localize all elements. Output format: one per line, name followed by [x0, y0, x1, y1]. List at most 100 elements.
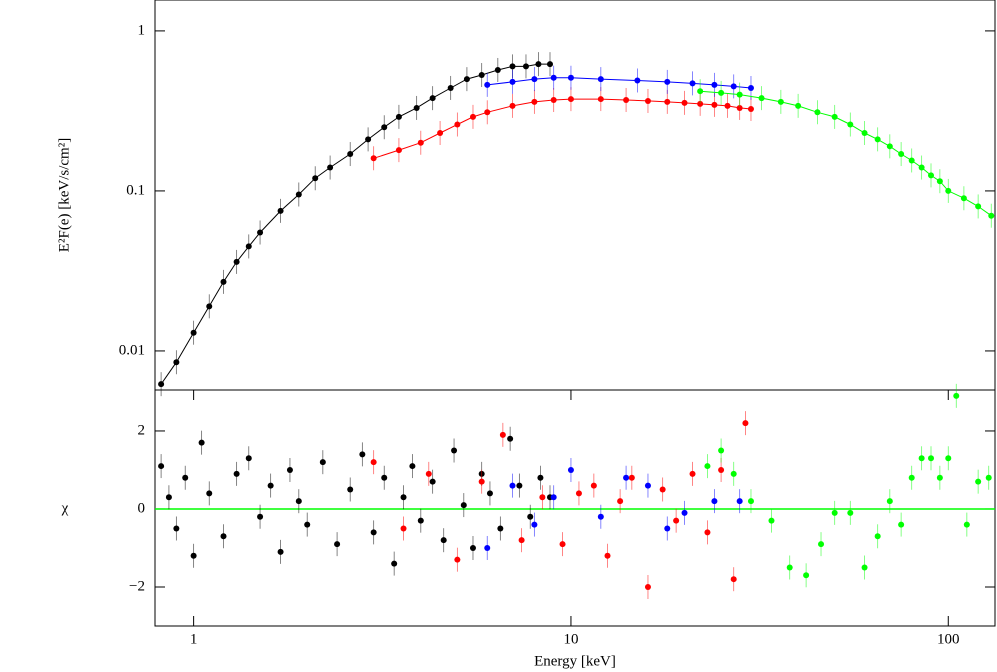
data-point — [527, 513, 534, 520]
data-point — [522, 63, 529, 70]
data-point — [697, 100, 704, 107]
data-point — [182, 474, 189, 481]
data-point — [736, 104, 743, 111]
data-point — [747, 498, 754, 505]
data-point — [347, 486, 354, 493]
data-point — [730, 470, 737, 477]
data-point — [417, 517, 424, 524]
data-point — [429, 478, 436, 485]
data-point — [484, 109, 491, 116]
data-point — [874, 136, 881, 143]
data-point — [623, 474, 630, 481]
data-point — [381, 124, 388, 131]
data-point — [469, 544, 476, 551]
data-point — [370, 459, 377, 466]
data-point — [689, 80, 696, 87]
y-axis-label: χ — [61, 500, 69, 516]
data-point — [509, 78, 516, 85]
data-point — [628, 474, 635, 481]
data-point — [644, 97, 651, 104]
data-point — [975, 478, 982, 485]
data-point — [400, 494, 407, 501]
data-point — [206, 303, 213, 310]
data-point — [347, 151, 354, 158]
data-point — [718, 447, 725, 454]
data-point — [567, 96, 574, 103]
data-point — [425, 470, 432, 477]
data-point — [245, 455, 252, 462]
data-point — [963, 521, 970, 528]
data-point — [730, 83, 737, 90]
data-point — [786, 564, 793, 571]
data-point — [898, 151, 905, 158]
data-point — [233, 258, 240, 265]
data-point — [531, 76, 538, 83]
data-point — [395, 113, 402, 120]
data-point — [711, 81, 718, 88]
data-point — [681, 509, 688, 516]
data-point — [908, 157, 915, 164]
data-point — [509, 63, 516, 70]
data-point — [861, 564, 868, 571]
data-point — [953, 392, 960, 399]
data-point — [704, 463, 711, 470]
data-point — [257, 229, 264, 236]
data-point — [659, 486, 666, 493]
data-point — [736, 91, 743, 98]
data-point — [469, 113, 476, 120]
data-point — [918, 164, 925, 171]
data-point — [206, 490, 213, 497]
data-point — [634, 77, 641, 84]
data-point — [550, 74, 557, 81]
data-point — [312, 175, 319, 182]
data-point — [758, 95, 765, 102]
data-point — [689, 470, 696, 477]
x-tick-label: 1 — [190, 631, 198, 647]
data-point — [484, 81, 491, 88]
model-line — [487, 77, 752, 89]
y-tick-label: 1 — [138, 22, 146, 38]
x-tick-label: 100 — [937, 631, 960, 647]
data-point — [494, 66, 501, 73]
data-point — [818, 541, 825, 548]
data-point — [158, 381, 165, 388]
data-point — [286, 466, 293, 473]
data-point — [370, 529, 377, 536]
data-point — [437, 130, 444, 137]
data-point — [365, 136, 372, 143]
data-point — [245, 243, 252, 250]
data-point — [777, 98, 784, 105]
data-point — [874, 533, 881, 540]
data-point — [535, 61, 542, 68]
y-axis-label: E²F(e) [keV/s/cm²] — [56, 138, 72, 252]
data-point — [936, 178, 943, 185]
data-point — [988, 212, 995, 219]
data-point — [803, 572, 810, 579]
data-point — [623, 96, 630, 103]
data-point — [718, 466, 725, 473]
data-point — [550, 494, 557, 501]
data-point — [478, 72, 485, 79]
data-point — [173, 525, 180, 532]
model-line — [373, 98, 752, 159]
data-point — [768, 517, 775, 524]
data-point — [295, 498, 302, 505]
data-point — [918, 455, 925, 462]
data-point — [617, 498, 624, 505]
data-point — [795, 102, 802, 109]
data-point — [975, 203, 982, 210]
data-point — [198, 439, 205, 446]
data-point — [451, 447, 458, 454]
data-point — [417, 139, 424, 146]
data-point — [499, 431, 506, 438]
data-point — [400, 525, 407, 532]
data-point — [960, 195, 967, 202]
data-point — [460, 502, 467, 509]
data-point — [220, 278, 227, 285]
data-point — [509, 482, 516, 489]
data-point — [644, 482, 651, 489]
data-point — [429, 95, 436, 102]
data-point — [590, 482, 597, 489]
data-point — [664, 78, 671, 85]
